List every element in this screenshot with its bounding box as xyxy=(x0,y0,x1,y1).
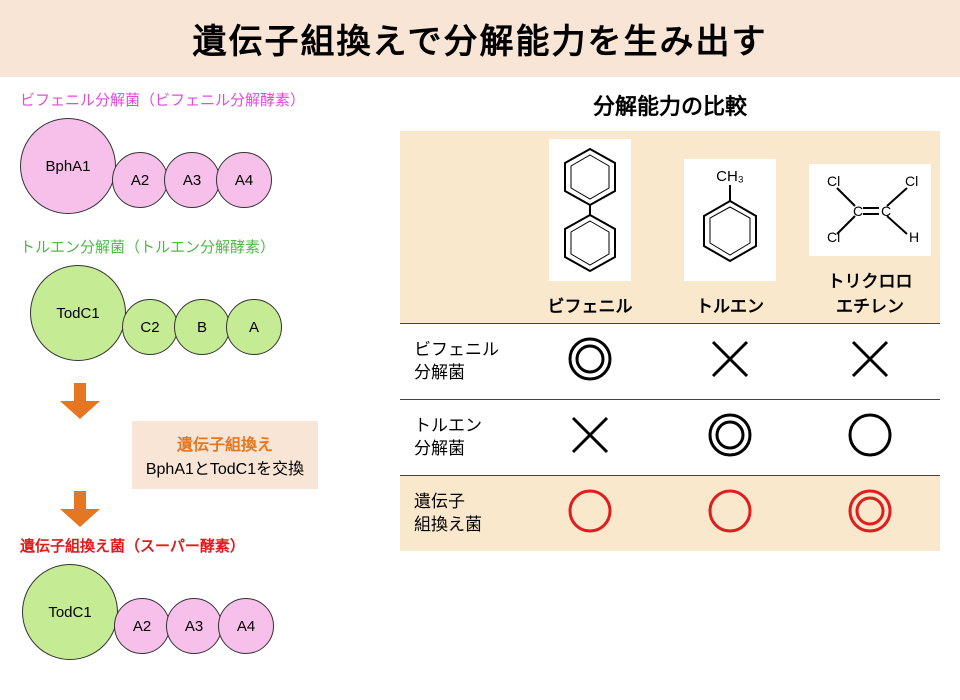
enzyme-circle: BphA1 xyxy=(20,118,116,214)
arrow-down-icon xyxy=(60,383,390,419)
enzyme-circle: A2 xyxy=(114,598,170,654)
toluene-structure: CH₃ xyxy=(684,159,776,281)
enzyme-circle: A3 xyxy=(164,152,220,208)
mark-cell xyxy=(660,336,800,387)
svg-text:C: C xyxy=(853,203,863,219)
enzyme-circle: A3 xyxy=(166,598,222,654)
recombinant-bacteria-label: 遺伝子組換え菌（スーパー酵素） xyxy=(20,535,390,556)
svg-text:CH₃: CH₃ xyxy=(716,168,744,185)
row-label: 遺伝子 組換え菌 xyxy=(400,491,520,535)
enzyme-circle: B xyxy=(174,299,230,355)
compound-name: トルエン xyxy=(660,292,800,317)
comparison-table: ビフェニル CH₃ トルエン xyxy=(400,131,940,551)
compound-name: トリクロロ エチレン xyxy=(800,267,940,317)
tce-structure: Cl Cl Cl H C C xyxy=(809,164,931,256)
table-row: ビフェニル 分解菌 xyxy=(400,323,940,399)
biphenyl-chain: BphA1A2A3A4 xyxy=(20,118,390,218)
left-panel: ビフェニル分解菌（ビフェニル分解酵素） BphA1A2A3A4 トルエン分解菌（… xyxy=(20,89,390,682)
enzyme-circle: C2 xyxy=(122,299,178,355)
cross-mark-icon xyxy=(847,336,893,382)
recombinant-chain: TodC1A2A3A4 xyxy=(20,564,390,664)
compound-biphenyl: ビフェニル xyxy=(520,139,660,317)
main-content: ビフェニル分解菌（ビフェニル分解酵素） BphA1A2A3A4 トルエン分解菌（… xyxy=(0,89,960,682)
mark-cell xyxy=(660,412,800,463)
enzyme-circle: TodC1 xyxy=(22,564,118,660)
enzyme-circle: A4 xyxy=(216,152,272,208)
exchange-text: BphA1とTodC1を交換 xyxy=(146,455,304,479)
enzyme-circle: A2 xyxy=(112,152,168,208)
mark-cell xyxy=(520,488,660,539)
mark-cell xyxy=(660,488,800,539)
double-mark-icon xyxy=(567,336,613,382)
svg-text:H: H xyxy=(909,229,919,245)
enzyme-circle: A xyxy=(226,299,282,355)
svg-text:Cl: Cl xyxy=(827,173,840,189)
cross-mark-icon xyxy=(567,412,613,458)
table-row: 遺伝子 組換え菌 xyxy=(400,475,940,551)
toluene-bacteria-label: トルエン分解菌（トルエン分解酵素） xyxy=(20,236,390,257)
table-header-row: ビフェニル CH₃ トルエン xyxy=(400,131,940,323)
mark-cell xyxy=(800,336,940,387)
exchange-label: 遺伝子組換え xyxy=(146,431,304,455)
mark-cell xyxy=(800,412,940,463)
compound-tce: Cl Cl Cl H C C xyxy=(800,164,940,317)
mark-cell xyxy=(800,488,940,539)
table-row: トルエン 分解菌 xyxy=(400,399,940,475)
row-label: ビフェニル 分解菌 xyxy=(400,339,520,383)
compound-name: ビフェニル xyxy=(520,292,660,317)
biphenyl-structure xyxy=(549,139,631,281)
double-mark-icon xyxy=(847,488,893,534)
single-mark-icon xyxy=(567,488,613,534)
toluene-chain: TodC1C2BA xyxy=(20,265,390,365)
compound-toluene: CH₃ トルエン xyxy=(660,159,800,317)
mark-cell xyxy=(520,336,660,387)
title-banner: 遺伝子組換えで分解能力を生み出す xyxy=(0,0,960,77)
comparison-title: 分解能力の比較 xyxy=(400,89,940,121)
row-label: トルエン 分解菌 xyxy=(400,415,520,459)
mark-cell xyxy=(520,412,660,463)
cross-mark-icon xyxy=(707,336,753,382)
page-title: 遺伝子組換えで分解能力を生み出す xyxy=(0,14,960,63)
exchange-box: 遺伝子組換え BphA1とTodC1を交換 xyxy=(132,421,318,489)
svg-text:Cl: Cl xyxy=(905,173,918,189)
arrow-block: 遺伝子組換え BphA1とTodC1を交換 xyxy=(60,383,390,527)
single-mark-icon xyxy=(707,488,753,534)
double-mark-icon xyxy=(707,412,753,458)
svg-text:C: C xyxy=(881,203,891,219)
enzyme-circle: A4 xyxy=(218,598,274,654)
biphenyl-bacteria-label: ビフェニル分解菌（ビフェニル分解酵素） xyxy=(20,89,390,110)
enzyme-circle: TodC1 xyxy=(30,265,126,361)
arrow-down-icon xyxy=(60,491,390,527)
single-mark-icon xyxy=(847,412,893,458)
right-panel: 分解能力の比較 ビフェニル xyxy=(390,89,940,682)
